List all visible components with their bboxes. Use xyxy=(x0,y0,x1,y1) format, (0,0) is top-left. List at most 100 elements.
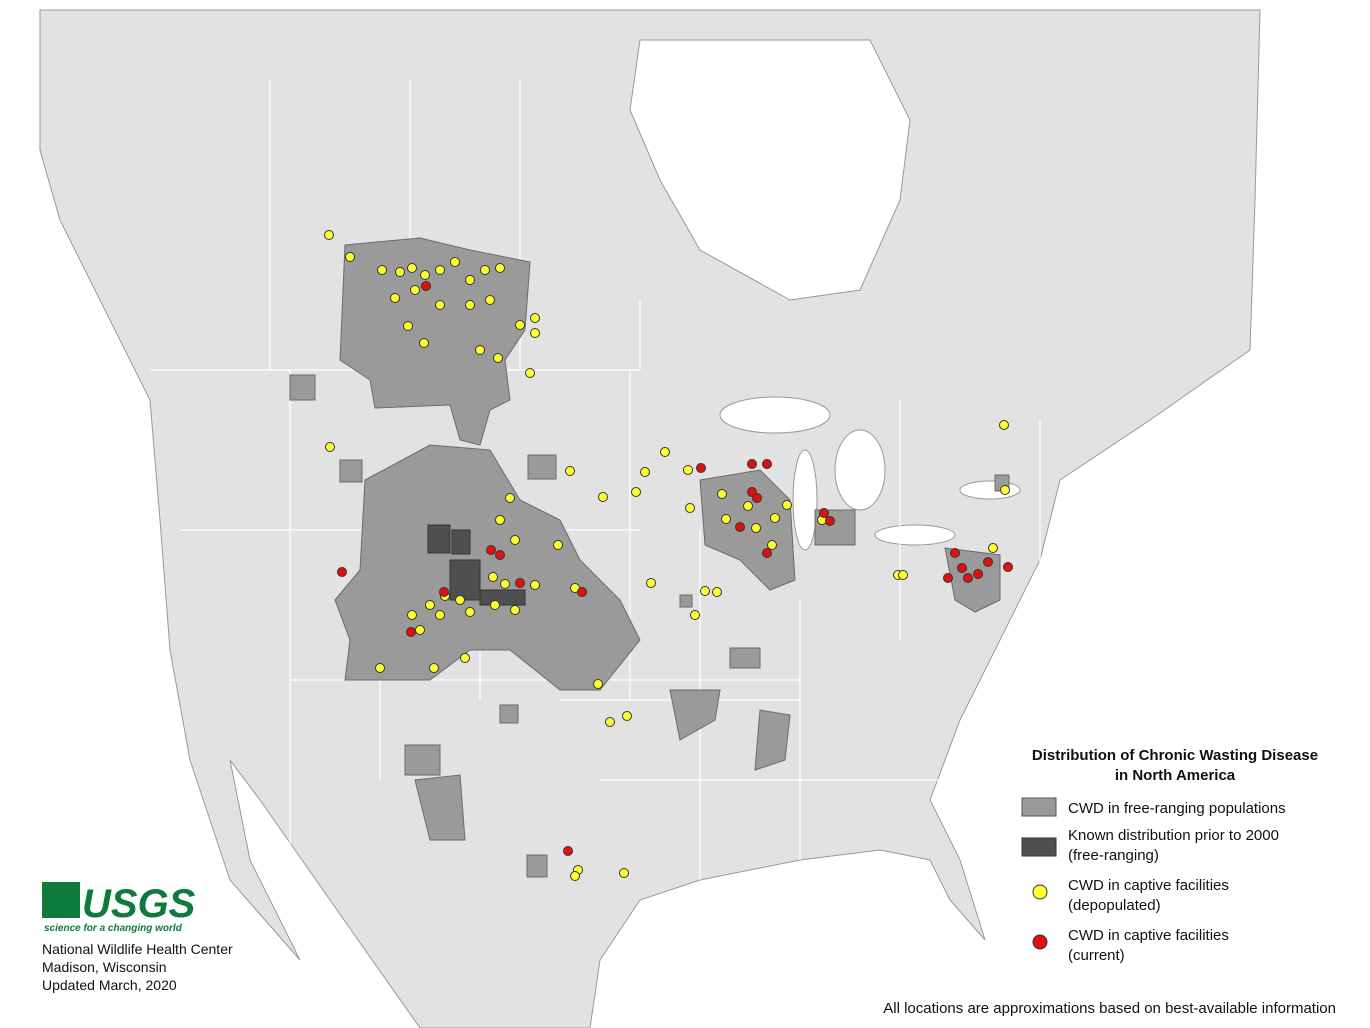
legend-label: CWD in captive facilities xyxy=(1068,927,1229,944)
depopulated-facility xyxy=(515,320,525,330)
current-facility xyxy=(495,550,505,560)
current-facility xyxy=(735,522,745,532)
depopulated-facility xyxy=(465,607,475,617)
legend-title: Distribution of Chronic Wasting Disease xyxy=(1032,747,1318,764)
current-facility xyxy=(563,846,573,856)
depopulated-facility xyxy=(377,265,387,275)
current-facility xyxy=(439,587,449,597)
current-facility xyxy=(337,567,347,577)
depopulated-facility xyxy=(325,442,335,452)
legend-swatch xyxy=(1032,884,1048,900)
depopulated-facility xyxy=(465,275,475,285)
current-facility xyxy=(957,563,967,573)
depopulated-facility xyxy=(403,321,413,331)
current-facility xyxy=(963,573,973,583)
depopulated-facility xyxy=(419,338,429,348)
current-facility xyxy=(1003,562,1013,572)
depopulated-facility xyxy=(593,679,603,689)
depopulated-facility xyxy=(717,489,727,499)
footnote: All locations are approximations based o… xyxy=(883,1000,1336,1017)
depopulated-facility xyxy=(415,625,425,635)
current-facility xyxy=(943,573,953,583)
depopulated-facility xyxy=(465,300,475,310)
current-facility xyxy=(752,493,762,503)
current-facility xyxy=(406,627,416,637)
legend-label: CWD in free-ranging populations xyxy=(1068,800,1286,817)
depopulated-facility xyxy=(988,543,998,553)
depopulated-facility xyxy=(435,300,445,310)
current-facility xyxy=(421,281,431,291)
legend: Distribution of Chronic Wasting Disease … xyxy=(1021,747,1318,964)
legend-title: in North America xyxy=(1115,767,1236,784)
depopulated-facility xyxy=(375,663,385,673)
current-facility xyxy=(577,587,587,597)
depopulated-facility xyxy=(743,501,753,511)
depopulated-facility xyxy=(390,293,400,303)
depopulated-facility xyxy=(395,267,405,277)
depopulated-facility xyxy=(420,270,430,280)
depopulated-facility xyxy=(631,487,641,497)
depopulated-facility xyxy=(640,467,650,477)
depopulated-facility xyxy=(410,285,420,295)
great-lakes xyxy=(719,396,1021,551)
depopulated-facility xyxy=(429,663,439,673)
legend-label: (depopulated) xyxy=(1068,897,1161,914)
depopulated-facility xyxy=(622,711,632,721)
current-facility xyxy=(983,557,993,567)
current-facility xyxy=(486,545,496,555)
depopulated-facility xyxy=(435,610,445,620)
legend-swatch xyxy=(1021,837,1057,857)
depopulated-facility xyxy=(490,600,500,610)
depopulated-facility xyxy=(475,345,485,355)
depopulated-facility xyxy=(460,653,470,663)
depopulated-facility xyxy=(530,328,540,338)
depopulated-facility xyxy=(505,493,515,503)
depopulated-facility xyxy=(553,540,563,550)
depopulated-facility xyxy=(999,420,1009,430)
depopulated-facility xyxy=(324,230,334,240)
current-facility xyxy=(973,569,983,579)
depopulated-facility xyxy=(480,265,490,275)
depopulated-facility xyxy=(495,263,505,273)
depopulated-facility xyxy=(1000,485,1010,495)
depopulated-facility xyxy=(495,515,505,525)
depopulated-facility xyxy=(690,610,700,620)
depopulated-facility xyxy=(455,595,465,605)
depopulated-facility xyxy=(500,579,510,589)
depopulated-facility xyxy=(450,257,460,267)
depopulated-facility xyxy=(530,313,540,323)
depopulated-facility xyxy=(488,572,498,582)
legend-swatch xyxy=(1032,934,1048,950)
depopulated-facility xyxy=(570,871,580,881)
depopulated-facility xyxy=(751,523,761,533)
legend-label: (free-ranging) xyxy=(1068,847,1159,864)
current-facility xyxy=(762,548,772,558)
current-facility xyxy=(825,516,835,526)
depopulated-facility xyxy=(782,500,792,510)
depopulated-facility xyxy=(510,535,520,545)
depopulated-facility xyxy=(660,447,670,457)
logo-text: USGS xyxy=(82,882,196,926)
depopulated-facility xyxy=(510,605,520,615)
depopulated-facility xyxy=(646,578,656,588)
current-facility xyxy=(747,459,757,469)
depopulated-facility xyxy=(530,580,540,590)
legend-label: CWD in captive facilities xyxy=(1068,877,1229,894)
depopulated-facility xyxy=(345,252,355,262)
hudson-bay xyxy=(629,39,911,301)
current-facility xyxy=(762,459,772,469)
legend-swatch xyxy=(1021,797,1057,817)
depopulated-facility xyxy=(598,492,608,502)
depopulated-facility xyxy=(898,570,908,580)
depopulated-facility xyxy=(605,717,615,727)
logo-tagline: science for a changing world xyxy=(44,923,183,934)
legend-label: Known distribution prior to 2000 xyxy=(1068,827,1279,844)
depopulated-facility xyxy=(493,353,503,363)
depopulated-facility xyxy=(425,600,435,610)
depopulated-facility xyxy=(407,263,417,273)
usgs-logo: USGS science for a changing world xyxy=(42,882,196,934)
depopulated-facility xyxy=(407,610,417,620)
current-facility xyxy=(819,508,829,518)
depopulated-facility xyxy=(767,540,777,550)
